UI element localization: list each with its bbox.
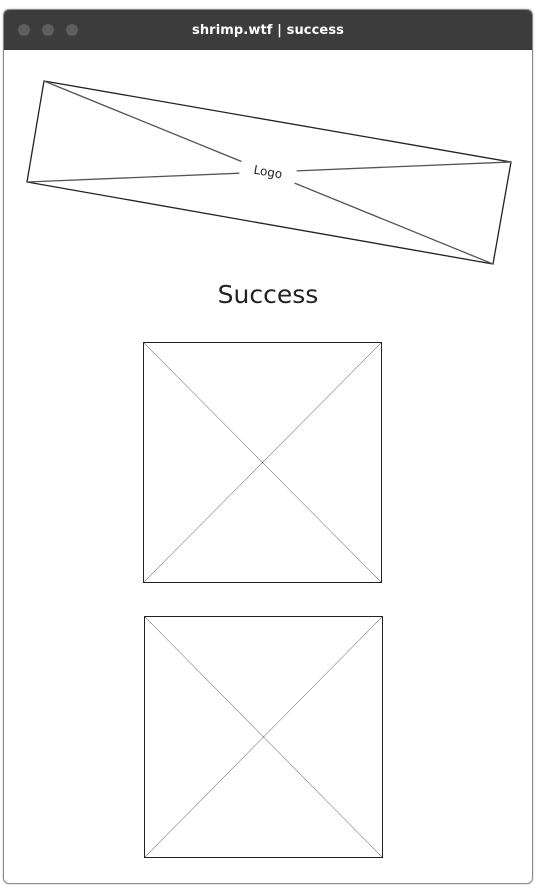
window-controls bbox=[18, 24, 78, 36]
close-window-button[interactable] bbox=[18, 24, 30, 36]
image-placeholder bbox=[144, 616, 383, 858]
logo-label-group: Logo bbox=[238, 156, 298, 188]
minimize-window-button[interactable] bbox=[42, 24, 54, 36]
page-title: Success bbox=[217, 280, 319, 309]
image-placeholder-icon bbox=[145, 617, 382, 857]
window-title: shrimp.wtf | success bbox=[191, 22, 345, 38]
logo-diagonal bbox=[43, 80, 494, 265]
logo-frame bbox=[26, 80, 512, 265]
image-placeholder-icon bbox=[144, 343, 381, 582]
app-window: shrimp.wtf | success Logo Success bbox=[3, 9, 533, 884]
window-titlebar: shrimp.wtf | success bbox=[4, 10, 532, 50]
logo-diagonal bbox=[26, 161, 512, 183]
image-placeholder bbox=[143, 342, 382, 583]
logo-label-bg bbox=[238, 156, 298, 188]
maximize-window-button[interactable] bbox=[66, 24, 78, 36]
logo-label: Logo bbox=[253, 163, 284, 182]
